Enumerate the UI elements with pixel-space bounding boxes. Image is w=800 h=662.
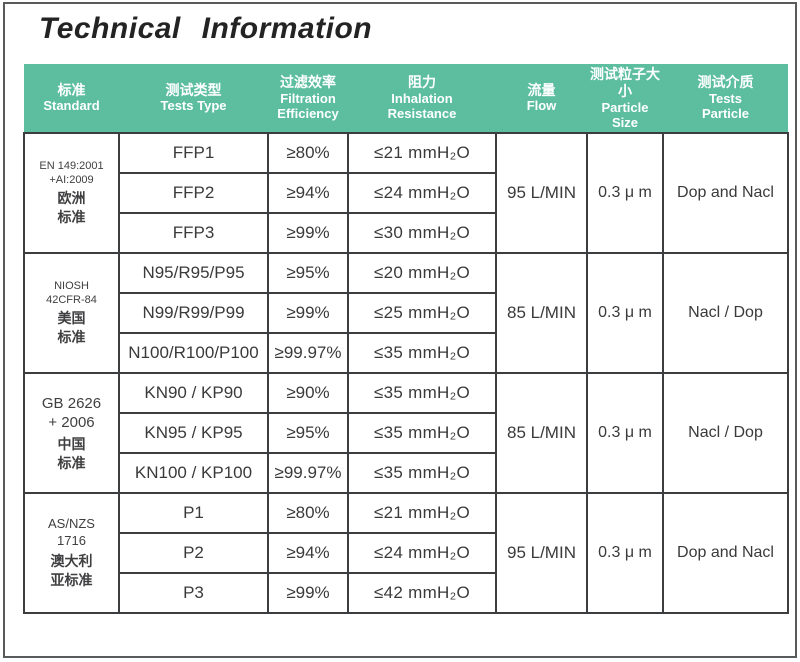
test-type-cell: FFP1	[118, 132, 269, 174]
table-row: P3 ≥99% ≤42 mmH₂O	[24, 572, 788, 614]
efficiency-cell: ≥99%	[267, 292, 349, 334]
efficiency-cell: ≥80%	[267, 132, 349, 174]
standard-cell-gb2626: GB 2626 + 2006 中国 标准	[23, 372, 120, 494]
header-filtration-efficiency: 过滤效率 Filtration Efficiency	[268, 64, 348, 133]
page-title: Technical Information	[39, 12, 373, 45]
resistance-cell: ≤42 mmH₂O	[347, 572, 497, 614]
header-inhalation-resistance-cn: 阻力	[408, 74, 436, 91]
test-type-cell: FFP2	[118, 172, 269, 214]
standard-cn: 欧洲 标准	[57, 190, 86, 226]
efficiency-cell: ≥80%	[267, 492, 349, 534]
resistance-cell: ≤35 mmH₂O	[347, 452, 497, 494]
standard-cn: 澳大利 亚标准	[50, 553, 93, 588]
efficiency-cell: ≥99.97%	[267, 452, 349, 494]
test-type-cell: P1	[118, 492, 269, 534]
test-type-cell: KN95 / KP95	[118, 412, 269, 454]
table-row: FFP2 ≥94% ≤24 mmH₂O	[24, 172, 788, 214]
table-row: P2 ≥94% ≤24 mmH₂O	[24, 532, 788, 574]
standard-code: EN 149:2001 +AI:2009	[39, 159, 104, 187]
particle-size-cell: 0.3 μ m	[586, 252, 664, 374]
header-standard: 标准 Standard	[24, 64, 119, 133]
standard-code: GB 2626 + 2006	[41, 394, 102, 432]
table-row: N100/R100/P100 ≥99.97% ≤35 mmH₂O	[24, 332, 788, 374]
header-tests-particle: 测试介质 Tests Particle	[663, 64, 788, 133]
particle-size-cell: 0.3 μ m	[586, 132, 664, 254]
resistance-cell: ≤21 mmH₂O	[347, 492, 497, 534]
header-flow-en: Flow	[526, 98, 557, 114]
header-tests-particle-cn: 测试介质	[697, 74, 754, 91]
resistance-cell: ≤24 mmH₂O	[347, 172, 497, 214]
flow-cell: 95 L/MIN	[495, 492, 588, 614]
standard-cn: 美国 标准	[57, 310, 86, 346]
table-row: EN 149:2001 +AI:2009 欧洲 标准 FFP1 ≥80% ≤21…	[23, 132, 789, 254]
test-particle-cell: Nacl / Dop	[662, 252, 789, 374]
test-particle-cell: Dop and Nacl	[662, 132, 789, 254]
header-particle-size-en: Particle Size	[601, 99, 649, 130]
resistance-cell: ≤30 mmH₂O	[347, 212, 497, 254]
flow-cell: 85 L/MIN	[495, 252, 588, 374]
header-tests-type-cn: 测试类型	[165, 81, 222, 98]
efficiency-cell: ≥90%	[267, 372, 349, 414]
efficiency-cell: ≥99%	[267, 572, 349, 614]
resistance-cell: ≤35 mmH₂O	[347, 332, 497, 374]
standard-cell-asnzs: AS/NZS 1716 澳大利 亚标准	[23, 492, 120, 614]
efficiency-cell: ≥94%	[267, 532, 349, 574]
flow-cell: 95 L/MIN	[495, 132, 588, 254]
test-type-cell: KN90 / KP90	[118, 372, 269, 414]
header-tests-particle-en: Tests Particle	[702, 90, 749, 121]
standard-cell-en149: EN 149:2001 +AI:2009 欧洲 标准	[23, 132, 120, 254]
header-filtration-efficiency-en: Filtration Efficiency	[277, 90, 339, 121]
efficiency-cell: ≥95%	[267, 412, 349, 454]
header-filtration-efficiency-cn: 过滤效率	[280, 74, 336, 91]
table-row: GB 2626 + 2006 中国 标准 KN90 / KP90 ≥90% ≤3…	[23, 372, 789, 494]
resistance-cell: ≤21 mmH₂O	[347, 132, 497, 174]
efficiency-cell: ≥99.97%	[267, 332, 349, 374]
test-particle-cell: Nacl / Dop	[662, 372, 789, 494]
resistance-cell: ≤25 mmH₂O	[347, 292, 497, 334]
resistance-cell: ≤35 mmH₂O	[347, 372, 497, 414]
header-particle-size-cn: 测试粒子大小	[590, 65, 660, 100]
table-header-row: 标准 Standard 测试类型 Tests Type 过滤效率 Filtrat…	[24, 64, 788, 133]
header-particle-size: 测试粒子大小 Particle Size	[587, 64, 663, 133]
header-tests-type: 测试类型 Tests Type	[119, 64, 268, 133]
standard-cell-niosh: NIOSH 42CFR-84 美国 标准	[23, 252, 120, 374]
table-row: AS/NZS 1716 澳大利 亚标准 P1 ≥80% ≤21 mmH₂O 95…	[23, 492, 789, 614]
page-border: Technical Information 标准 Standard 测试类型 T…	[3, 2, 797, 658]
header-inhalation-resistance: 阻力 Inhalation Resistance	[348, 64, 496, 133]
standard-code: NIOSH 42CFR-84	[46, 279, 97, 307]
table-row: KN100 / KP100 ≥99.97% ≤35 mmH₂O	[24, 452, 788, 494]
standard-code: AS/NZS 1716	[48, 516, 95, 549]
table-row: NIOSH 42CFR-84 美国 标准 N95/R95/P95 ≥95% ≤2…	[23, 252, 789, 374]
test-type-cell: N99/R99/P99	[118, 292, 269, 334]
header-inhalation-resistance-en: Inhalation Resistance	[387, 90, 457, 121]
resistance-cell: ≤35 mmH₂O	[347, 412, 497, 454]
test-type-cell: P2	[118, 532, 269, 574]
test-particle-cell: Dop and Nacl	[662, 492, 789, 614]
table-row: N99/R99/P99 ≥99% ≤25 mmH₂O	[24, 292, 788, 334]
header-tests-type-en: Tests Type	[160, 98, 227, 114]
efficiency-cell: ≥94%	[267, 172, 349, 214]
standard-cn: 中国 标准	[57, 435, 86, 471]
table-row: KN95 / KP95 ≥95% ≤35 mmH₂O	[24, 412, 788, 454]
header-flow: 流量 Flow	[496, 64, 587, 133]
table-row: FFP3 ≥99% ≤30 mmH₂O	[24, 212, 788, 254]
efficiency-cell: ≥99%	[267, 212, 349, 254]
particle-size-cell: 0.3 μ m	[586, 492, 664, 614]
resistance-cell: ≤24 mmH₂O	[347, 532, 497, 574]
test-type-cell: N100/R100/P100	[118, 332, 269, 374]
header-flow-cn: 流量	[527, 81, 556, 98]
header-standard-cn: 标准	[57, 81, 86, 98]
test-type-cell: FFP3	[118, 212, 269, 254]
efficiency-cell: ≥95%	[267, 252, 349, 294]
header-standard-en: Standard	[43, 98, 100, 114]
test-type-cell: N95/R95/P95	[118, 252, 269, 294]
particle-size-cell: 0.3 μ m	[586, 372, 664, 494]
resistance-cell: ≤20 mmH₂O	[347, 252, 497, 294]
test-type-cell: KN100 / KP100	[118, 452, 269, 494]
technical-information-table: 标准 Standard 测试类型 Tests Type 过滤效率 Filtrat…	[23, 64, 789, 614]
flow-cell: 85 L/MIN	[495, 372, 588, 494]
test-type-cell: P3	[118, 572, 269, 614]
